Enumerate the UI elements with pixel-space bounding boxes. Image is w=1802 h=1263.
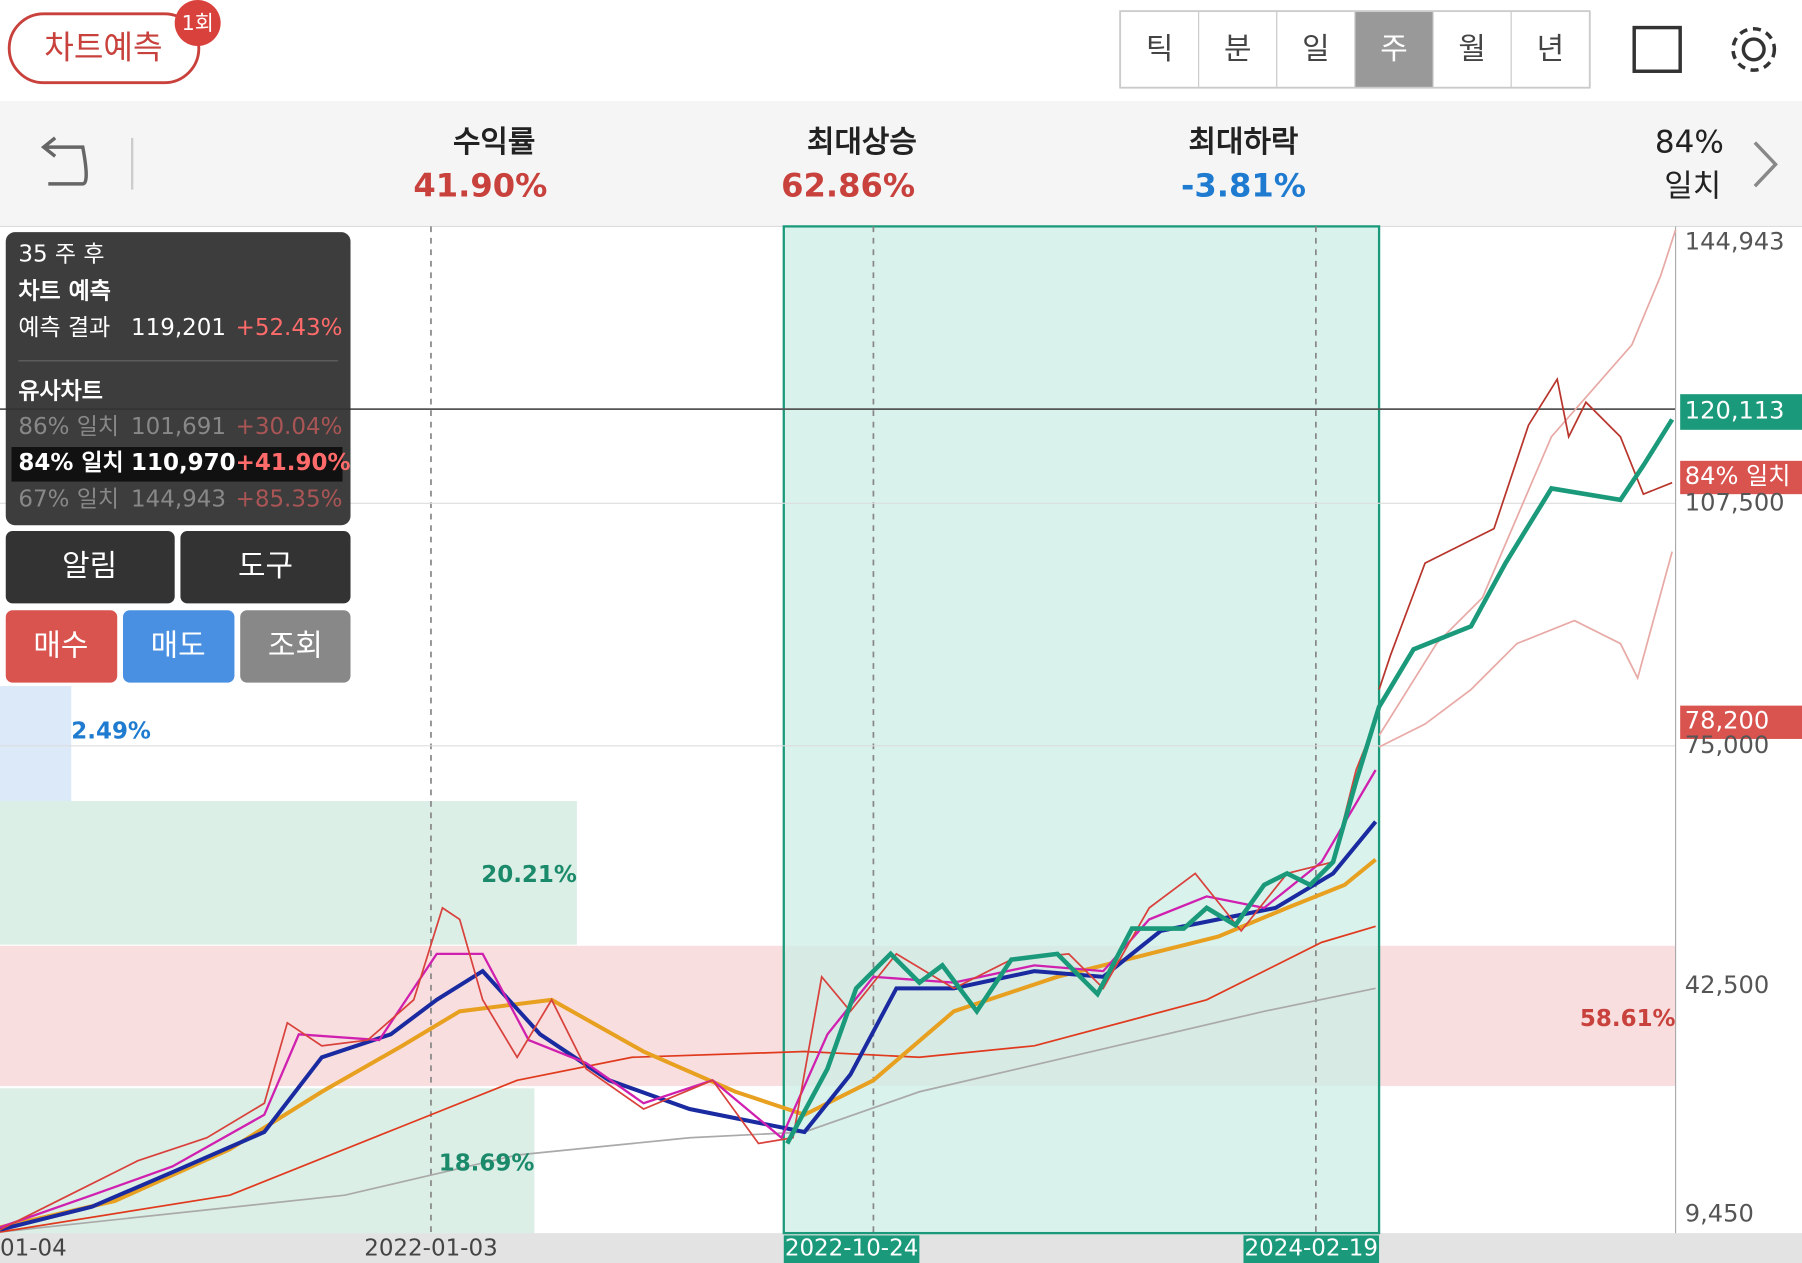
tab-label: 틱 [1146, 32, 1173, 67]
result-label: 예측 결과 [18, 315, 110, 341]
date-tag [783, 1235, 920, 1263]
ma-60 [0, 925, 1376, 1233]
tool-button[interactable] [180, 530, 351, 604]
match-region [782, 225, 1381, 1235]
y-axis-label: 42,500 [1685, 971, 1769, 999]
similar-change: +30.04% [236, 414, 343, 440]
button-label: 도구 [238, 549, 293, 584]
fullscreen-icon[interactable] [1632, 25, 1682, 73]
similar-match: 84% 일치 [18, 450, 123, 476]
price-tag [1680, 705, 1802, 739]
similar-price: 144,943 [131, 486, 226, 512]
summary-bar [0, 101, 1802, 227]
x-axis-label: 2022-10-24 [785, 1236, 918, 1262]
next-icon[interactable] [1753, 141, 1778, 188]
y-axis-label: 75,000 [1685, 731, 1769, 759]
stat-label: 최대상승 [807, 125, 917, 160]
x-axis-label: 2022-01-03 [364, 1236, 497, 1262]
popup-period: 35 주 후 [18, 242, 104, 268]
similar-match: 86% 일치 [18, 414, 119, 440]
tab-label: 분 [1224, 32, 1251, 67]
tab-label: 주 [1380, 32, 1407, 67]
button-label: 조회 [268, 629, 323, 664]
price-tag-label: 120,113 [1685, 396, 1785, 424]
similar-match: 67% 일치 [18, 486, 119, 512]
tab-label: 월 [1458, 32, 1485, 67]
tab[interactable] [1510, 10, 1590, 88]
x-axis-label: 01-04 [0, 1236, 67, 1262]
y-axis-label: 9,450 [1685, 1200, 1754, 1228]
stat-value: 41.90% [413, 166, 547, 204]
period-lines [430, 226, 1317, 1234]
predict-label: 차트예측 [44, 28, 162, 66]
tab[interactable] [1432, 10, 1512, 88]
similar-price: 101,691 [131, 414, 226, 440]
selected-row [11, 447, 343, 482]
button-label: 매수 [33, 629, 88, 664]
undo-icon[interactable] [40, 136, 88, 186]
y-axis-label: 144,943 [1685, 227, 1785, 255]
y-axis-label: 107,500 [1685, 488, 1785, 516]
chart-area [0, 225, 1802, 1263]
zone-label: 58.61% [1580, 1006, 1676, 1032]
button-label: 매도 [151, 629, 206, 664]
similar-change: +41.90% [236, 450, 351, 476]
similar-price: 110,970 [131, 450, 236, 476]
prediction-line [785, 418, 1675, 1145]
stat-label: 수익률 [453, 125, 535, 160]
popup-title: 차트 예측 [18, 278, 111, 304]
buy-button[interactable] [5, 610, 118, 683]
result-price: 119,201 [131, 315, 226, 341]
tab[interactable] [1276, 10, 1356, 88]
forecast-upper [1378, 229, 1677, 736]
price-tag [1680, 394, 1802, 430]
zone-box [0, 801, 577, 945]
zone-label: 2.49% [71, 719, 151, 745]
settings-icon[interactable] [1731, 27, 1777, 72]
price-tag-label: 78,200 [1685, 707, 1769, 735]
result-change: +52.43% [236, 315, 343, 341]
tab-label: 일 [1302, 32, 1329, 67]
match-label: 일치 [1664, 168, 1721, 204]
forecast-lower [1378, 551, 1673, 748]
x-axis-label: 2024-02-19 [1245, 1236, 1378, 1262]
similar-change: +85.35% [236, 486, 343, 512]
forecast-match [1378, 376, 1673, 690]
ma-20 [0, 858, 1377, 1230]
stat-label: 최대하락 [1189, 125, 1299, 160]
inquiry-button[interactable] [240, 610, 351, 683]
price-tag [1680, 460, 1802, 495]
price-line [0, 712, 1380, 1231]
predict-button[interactable] [7, 12, 201, 85]
badge-label: 1회 [182, 11, 214, 35]
match-value: 84% [1655, 125, 1724, 161]
badge [174, 0, 221, 46]
price-tag-label: 84% 일치 [1685, 462, 1791, 490]
zone-label: 18.69% [439, 1151, 535, 1177]
sell-button[interactable] [122, 610, 235, 683]
stat-value: -3.81% [1181, 166, 1306, 204]
stat-value: 62.86% [781, 166, 915, 204]
button-label: 알림 [62, 549, 117, 584]
alert-button[interactable] [5, 530, 175, 604]
zone-label: 20.21% [481, 862, 577, 888]
date-tag [1243, 1235, 1380, 1263]
tab-label: 년 [1537, 32, 1564, 67]
zone-box [0, 686, 72, 802]
similar-title: 유사차트 [18, 378, 103, 404]
